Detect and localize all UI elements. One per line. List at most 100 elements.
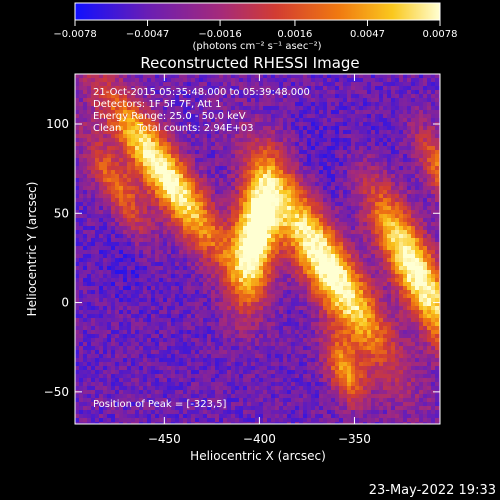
heatmap-cell bbox=[327, 222, 331, 226]
heatmap-cell bbox=[419, 146, 423, 150]
heatmap-cell bbox=[123, 282, 127, 286]
heatmap-cell bbox=[411, 146, 415, 150]
heatmap-cell bbox=[275, 214, 279, 218]
heatmap-cell bbox=[299, 186, 303, 190]
heatmap-cell bbox=[431, 262, 435, 266]
heatmap-cell bbox=[299, 102, 303, 106]
heatmap-cell bbox=[411, 242, 415, 246]
heatmap-cell bbox=[243, 154, 247, 158]
heatmap-cell bbox=[83, 210, 87, 214]
heatmap-cell bbox=[159, 106, 163, 110]
heatmap-cell bbox=[207, 94, 211, 98]
heatmap-cell bbox=[203, 114, 207, 118]
heatmap-cell bbox=[147, 78, 151, 82]
heatmap-cell bbox=[231, 254, 235, 258]
heatmap-cell bbox=[319, 154, 323, 158]
heatmap-cell bbox=[315, 186, 319, 190]
heatmap-cell bbox=[199, 178, 203, 182]
heatmap-cell bbox=[251, 198, 255, 202]
heatmap-cell bbox=[271, 162, 275, 166]
heatmap-cell bbox=[267, 274, 271, 278]
heatmap-cell bbox=[335, 286, 339, 290]
heatmap-cell bbox=[411, 94, 415, 98]
heatmap-cell bbox=[335, 266, 339, 270]
heatmap-cell bbox=[227, 174, 231, 178]
heatmap-cell bbox=[283, 226, 287, 230]
heatmap-cell bbox=[335, 218, 339, 222]
heatmap-cell bbox=[311, 270, 315, 274]
heatmap-cell bbox=[279, 138, 283, 142]
heatmap-cell bbox=[339, 94, 343, 98]
heatmap-cell bbox=[399, 202, 403, 206]
heatmap-cell bbox=[203, 226, 207, 230]
heatmap-cell bbox=[383, 186, 387, 190]
heatmap-cell bbox=[91, 230, 95, 234]
heatmap-cell bbox=[267, 166, 271, 170]
heatmap-cell bbox=[231, 158, 235, 162]
heatmap-cell bbox=[179, 118, 183, 122]
heatmap-cell bbox=[95, 174, 99, 178]
heatmap-cell bbox=[219, 130, 223, 134]
heatmap-cell bbox=[219, 278, 223, 282]
heatmap-cell bbox=[131, 162, 135, 166]
heatmap-cell bbox=[191, 114, 195, 118]
heatmap-cell bbox=[379, 270, 383, 274]
heatmap-cell bbox=[195, 286, 199, 290]
heatmap-cell bbox=[227, 262, 231, 266]
heatmap-cell bbox=[155, 98, 159, 102]
heatmap-cell bbox=[111, 98, 115, 102]
heatmap-cell bbox=[143, 114, 147, 118]
heatmap-cell bbox=[167, 190, 171, 194]
heatmap-cell bbox=[163, 218, 167, 222]
heatmap-cell bbox=[291, 106, 295, 110]
heatmap-cell bbox=[335, 138, 339, 142]
heatmap-cell bbox=[383, 138, 387, 142]
heatmap-cell bbox=[291, 198, 295, 202]
heatmap-cell bbox=[159, 242, 163, 246]
heatmap-cell bbox=[211, 166, 215, 170]
heatmap-cell bbox=[355, 250, 359, 254]
heatmap-cell bbox=[315, 130, 319, 134]
heatmap-cell bbox=[87, 126, 91, 130]
heatmap-cell bbox=[351, 114, 355, 118]
heatmap-cell bbox=[283, 110, 287, 114]
heatmap-cell bbox=[435, 242, 439, 246]
heatmap-cell bbox=[367, 170, 371, 174]
heatmap-cell bbox=[387, 230, 391, 234]
heatmap-cell bbox=[383, 170, 387, 174]
heatmap-cell bbox=[139, 150, 143, 154]
heatmap-cell bbox=[323, 210, 327, 214]
heatmap-cell bbox=[255, 246, 259, 250]
heatmap-cell bbox=[223, 110, 227, 114]
heatmap-cell bbox=[171, 98, 175, 102]
heatmap-cell bbox=[371, 286, 375, 290]
heatmap-cell bbox=[287, 158, 291, 162]
heatmap-cell bbox=[151, 110, 155, 114]
heatmap-cell bbox=[199, 186, 203, 190]
heatmap-cell bbox=[215, 282, 219, 286]
heatmap-cell bbox=[87, 162, 91, 166]
heatmap-cell bbox=[79, 198, 83, 202]
heatmap-cell bbox=[123, 262, 127, 266]
heatmap-cell bbox=[383, 274, 387, 278]
heatmap-cell bbox=[431, 274, 435, 278]
heatmap-cell bbox=[359, 270, 363, 274]
heatmap-cell bbox=[327, 90, 331, 94]
heatmap-cell bbox=[391, 254, 395, 258]
heatmap-cell bbox=[179, 170, 183, 174]
heatmap-cell bbox=[375, 158, 379, 162]
heatmap-cell bbox=[395, 202, 399, 206]
heatmap-cell bbox=[251, 206, 255, 210]
heatmap-cell bbox=[91, 86, 95, 90]
heatmap-cell bbox=[111, 186, 115, 190]
heatmap-cell bbox=[171, 94, 175, 98]
heatmap-cell bbox=[83, 86, 87, 90]
heatmap-cell bbox=[211, 254, 215, 258]
heatmap-cell bbox=[183, 210, 187, 214]
heatmap-cell bbox=[331, 242, 335, 246]
heatmap-cell bbox=[143, 162, 147, 166]
heatmap-cell bbox=[323, 82, 327, 86]
heatmap-cell bbox=[383, 162, 387, 166]
heatmap-cell bbox=[311, 166, 315, 170]
heatmap-cell bbox=[155, 262, 159, 266]
